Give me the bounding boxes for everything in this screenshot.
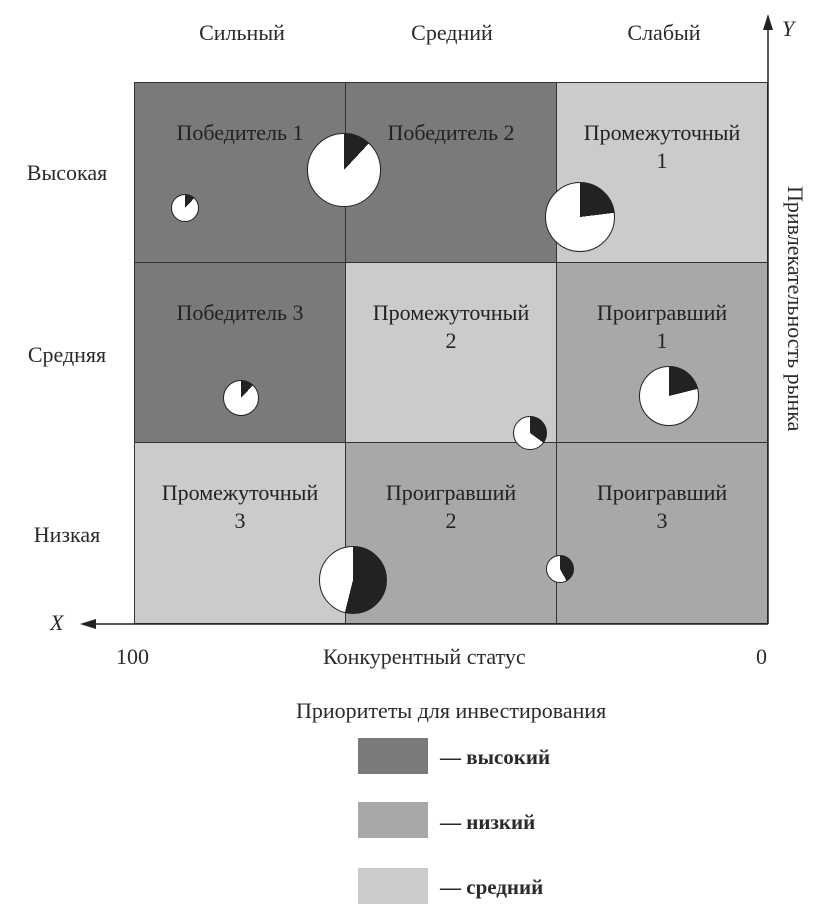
x-axis-left-value: 100 — [116, 644, 149, 669]
legend-title: Приоритеты для инвестирования — [296, 698, 607, 723]
pie-marker — [545, 182, 615, 252]
cell-label: Победитель 1 — [176, 120, 304, 145]
cell-intermediate-1: Промежуточный 1 — [556, 82, 768, 263]
row-header-medium: Средняя — [27, 342, 107, 367]
legend-label-low: — низкий — [440, 810, 536, 834]
legend-label-medium: — средний — [440, 875, 544, 899]
cell-label: Победитель 3 — [176, 300, 304, 325]
cell-label: Промежуточный 2 — [372, 300, 530, 353]
y-axis-arrowhead — [763, 14, 773, 30]
pie-marker — [223, 380, 259, 416]
cell-label: Проигравший 2 — [385, 480, 517, 533]
x-axis-title: Конкурентный статус — [323, 644, 526, 669]
pie-marker — [319, 546, 387, 614]
x-axis-right-value: 0 — [756, 644, 767, 669]
cell-label: Проигравший 1 — [596, 300, 728, 353]
y-axis-title: Привлекательность рынка — [783, 186, 808, 432]
cell-label: Промежуточный 3 — [161, 480, 319, 533]
column-header-strong: Сильный — [199, 20, 285, 45]
pie-marker — [639, 366, 699, 426]
legend-label-high: — высокий — [440, 745, 551, 769]
cell-intermediate-3: Промежуточный 3 — [134, 442, 346, 624]
column-header-medium: Средний — [411, 20, 493, 45]
cell-label: Проигравший 3 — [596, 480, 728, 533]
cell-loser-3: Проигравший 3 — [556, 442, 768, 624]
column-header-weak: Слабый — [627, 20, 701, 45]
cell-intermediate-2: Промежуточный 2 — [345, 262, 557, 443]
x-axis-arrowhead — [80, 619, 96, 629]
legend-swatch-high — [358, 738, 428, 774]
pie-marker — [171, 194, 199, 222]
y-axis-letter: Y — [782, 16, 795, 41]
legend-swatch-low — [358, 802, 428, 838]
legend-swatch-medium — [358, 868, 428, 904]
cell-label: Победитель 2 — [387, 120, 515, 145]
x-axis-letter: X — [50, 610, 64, 635]
cell-label: Промежуточный 1 — [583, 120, 741, 173]
row-header-low: Низкая — [33, 522, 101, 547]
pie-marker — [307, 133, 381, 207]
row-header-high: Высокая — [26, 160, 108, 185]
pie-marker — [546, 555, 574, 583]
pie-marker — [513, 416, 547, 450]
